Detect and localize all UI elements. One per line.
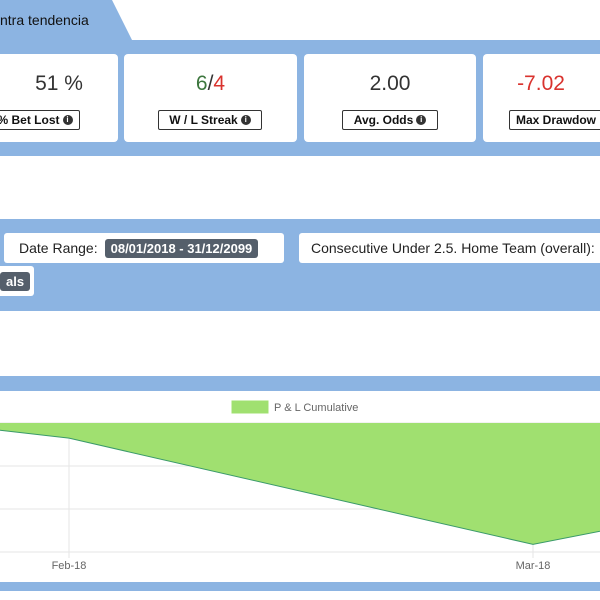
bet-lost-value: 51 % [35,72,83,95]
date-range-badge: 08/01/2018 - 31/12/2099 [104,238,259,258]
info-icon[interactable]: i [240,115,251,125]
max-drawdown-label-text: Max Drawdow [516,113,597,127]
pl-cumulative-chart: P & L Cumulative Feb-18 Mar-18 [0,400,600,572]
loss-streak-value: 4 [213,72,226,95]
chart-panel: P & L Cumulative Feb-18 Mar-18 [0,391,600,582]
trend-tab[interactable]: ntra tendencia [0,0,132,40]
x-tick-label: Feb-18 [52,560,87,572]
legend-label: P & L Cumulative [274,402,358,414]
stat-card-max-drawdown: -7.02 Max Drawdow [483,54,600,142]
bet-lost-label-text: % Bet Lost [0,113,60,127]
max-drawdown-label[interactable]: Max Drawdow [509,110,600,130]
win-streak-value: 6 [195,72,208,95]
date-range-filter[interactable]: Date Range: 08/01/2018 - 31/12/2099 [4,233,284,263]
wl-streak-label[interactable]: W / L Streak i [158,110,262,130]
consecutive-filter[interactable]: Consecutive Under 2.5. Home Team (overal… [299,233,600,263]
streak-separator: / [207,72,214,95]
goals-badge: als [0,271,31,291]
wl-streak-label-text: W / L Streak [169,113,238,127]
avg-odds-value: 2.00 [369,72,411,95]
x-tick-label: Mar-18 [516,560,551,572]
pl-area-fill [0,423,600,545]
bet-lost-label[interactable]: % Bet Lost i [0,110,80,130]
goals-filter[interactable]: als [0,266,34,296]
info-icon[interactable]: i [62,115,73,125]
consecutive-label: Consecutive Under 2.5. Home Team (overal… [311,240,595,256]
stat-card-bet-lost: 51 % % Bet Lost i [0,54,118,142]
stat-card-wl-streak: 6/4 W / L Streak i [124,54,297,142]
legend-swatch [231,400,269,414]
pl-line [0,429,600,545]
avg-odds-label-text: Avg. Odds [353,113,414,127]
stat-card-avg-odds: 2.00 Avg. Odds i [304,54,476,142]
wl-streak-value: 6/4 [124,72,297,96]
max-drawdown-value: -7.02 [517,72,565,95]
date-range-label: Date Range: [19,240,98,256]
trend-tab-label: ntra tendencia [0,12,89,28]
avg-odds-label[interactable]: Avg. Odds i [342,110,438,130]
info-icon[interactable]: i [416,115,427,125]
